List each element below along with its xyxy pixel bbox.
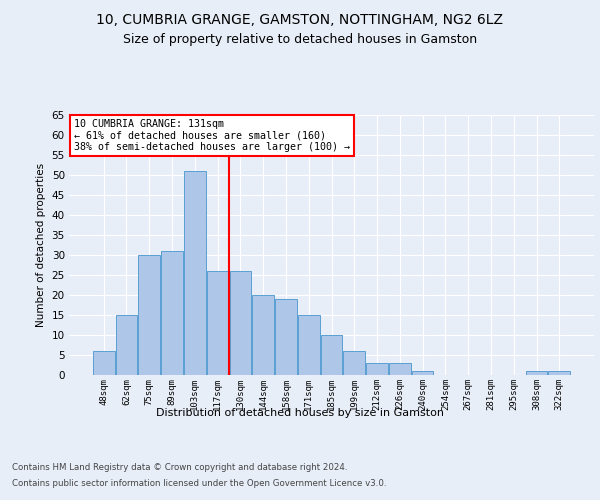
Bar [116,315,137,375]
Bar [343,351,365,375]
Text: 10 CUMBRIA GRANGE: 131sqm
← 61% of detached houses are smaller (160)
38% of semi: 10 CUMBRIA GRANGE: 131sqm ← 61% of detac… [74,119,350,152]
Bar [253,295,274,375]
Y-axis label: Number of detached properties: Number of detached properties [36,163,46,327]
Bar [275,299,297,375]
Text: 10, CUMBRIA GRANGE, GAMSTON, NOTTINGHAM, NG2 6LZ: 10, CUMBRIA GRANGE, GAMSTON, NOTTINGHAM,… [97,12,503,26]
Bar [320,335,343,375]
Bar [298,315,320,375]
Text: Size of property relative to detached houses in Gamston: Size of property relative to detached ho… [123,32,477,46]
Text: Contains public sector information licensed under the Open Government Licence v3: Contains public sector information licen… [12,479,386,488]
Bar [184,171,206,375]
Text: Contains HM Land Registry data © Crown copyright and database right 2024.: Contains HM Land Registry data © Crown c… [12,462,347,471]
Bar [366,363,388,375]
Bar [161,251,183,375]
Text: Distribution of detached houses by size in Gamston: Distribution of detached houses by size … [156,408,444,418]
Bar [230,271,251,375]
Bar [139,255,160,375]
Bar [412,371,433,375]
Bar [207,271,229,375]
Bar [93,351,115,375]
Bar [389,363,410,375]
Bar [548,371,570,375]
Bar [526,371,547,375]
